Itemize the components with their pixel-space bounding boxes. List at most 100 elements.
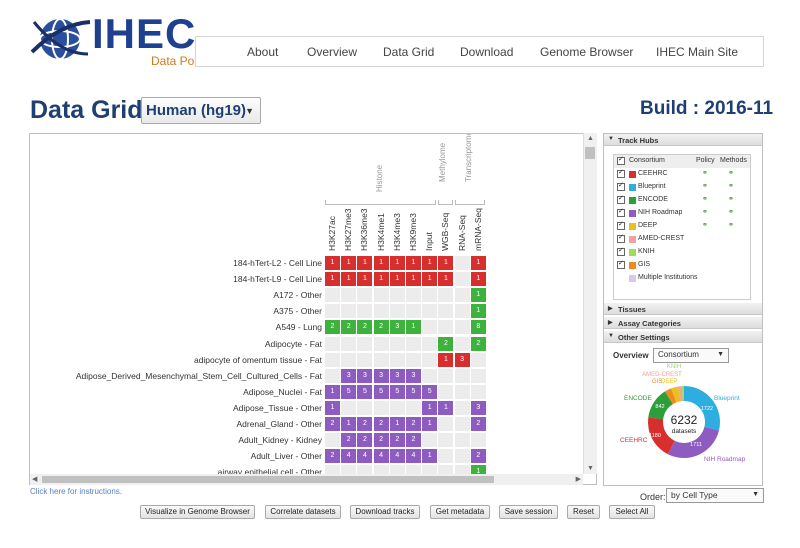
grid-cell[interactable] — [406, 400, 421, 415]
grid-cell[interactable]: 1 — [422, 449, 438, 464]
grid-cell[interactable]: 1 — [389, 417, 405, 431]
donut-segment[interactable] — [648, 417, 675, 455]
donut-segment[interactable] — [664, 388, 677, 405]
hub-checkbox[interactable] — [617, 181, 625, 191]
assay-column-label[interactable]: RNA-Seq — [456, 215, 467, 251]
methods-link-icon[interactable]: ⚭ — [728, 196, 734, 203]
grid-cell[interactable]: 2 — [341, 320, 357, 335]
grid-cell[interactable]: 1 — [422, 400, 438, 415]
hub-checkbox[interactable] — [617, 207, 625, 217]
track-hubs-header[interactable]: ▼ Track Hubs — [604, 134, 762, 146]
donut-segment[interactable] — [681, 386, 684, 402]
assay-column-label[interactable]: WGB-Seq — [440, 212, 451, 251]
grid-cell[interactable]: 2 — [373, 417, 389, 431]
scroll-up-icon[interactable]: ▲ — [587, 135, 594, 142]
grid-cell[interactable] — [422, 304, 438, 319]
grid-cell[interactable]: 2 — [325, 320, 340, 335]
grid-cell[interactable] — [341, 288, 357, 303]
grid-cell[interactable]: 1 — [406, 272, 421, 287]
hub-checkbox[interactable] — [617, 259, 625, 269]
grid-cell[interactable]: 3 — [470, 400, 486, 415]
grid-cell[interactable] — [341, 304, 357, 319]
grid-cell[interactable]: 1 — [341, 256, 357, 270]
grid-cell[interactable] — [470, 384, 486, 399]
assay-column-label[interactable]: H3K4me3 — [391, 213, 402, 251]
methods-link-icon[interactable]: ⚭ — [728, 170, 734, 177]
grid-cell[interactable]: 2 — [341, 433, 357, 448]
grid-cell[interactable] — [454, 433, 470, 448]
grid-cell[interactable] — [438, 433, 454, 448]
grid-cell[interactable] — [325, 288, 340, 303]
policy-link-icon[interactable]: ⚭ — [702, 209, 708, 216]
grid-cell[interactable] — [325, 368, 340, 383]
grid-cell[interactable] — [357, 304, 373, 319]
cell-type-label[interactable]: 184-hTert-L2 - Cell Line — [233, 258, 322, 268]
grid-cell[interactable]: 5 — [406, 384, 421, 399]
nav-about[interactable]: About — [247, 45, 279, 59]
horizontal-scroll-thumb[interactable] — [42, 476, 494, 483]
grid-cell[interactable] — [454, 288, 470, 303]
grid-cell[interactable] — [422, 336, 438, 351]
grid-cell[interactable] — [373, 352, 389, 367]
instructions-link[interactable]: Click here for instructions. — [30, 487, 123, 496]
grid-cell[interactable] — [438, 368, 454, 383]
cell-type-label[interactable]: Adult_Kidney - Kidney — [238, 435, 322, 446]
nav-download[interactable]: Download — [460, 45, 514, 59]
grid-cell[interactable]: 2 — [389, 433, 405, 448]
methods-link-icon[interactable]: ⚭ — [728, 222, 734, 229]
grid-cell[interactable]: 2 — [325, 417, 340, 431]
grid-cell[interactable]: 2 — [357, 417, 373, 431]
cell-type-label[interactable]: Adipose_Derived_Mesenchymal_Stem_Cell_Cu… — [75, 370, 322, 381]
reset-button[interactable]: Reset — [567, 505, 600, 519]
grid-cell[interactable]: 2 — [325, 449, 340, 464]
grid-cell[interactable] — [438, 288, 454, 303]
methods-link-icon[interactable]: ⚭ — [728, 183, 734, 190]
grid-cell[interactable] — [470, 352, 486, 367]
grid-cell[interactable]: 4 — [406, 449, 421, 464]
grid-cell[interactable] — [357, 400, 373, 415]
grid-cell[interactable] — [454, 400, 470, 415]
grid-cell[interactable]: 1 — [406, 320, 421, 335]
grid-cell[interactable]: 4 — [373, 449, 389, 464]
grid-cell[interactable]: 1 — [341, 417, 357, 431]
grid-cell[interactable] — [454, 256, 470, 270]
grid-cell[interactable]: 1 — [389, 272, 405, 287]
grid-cell[interactable] — [373, 288, 389, 303]
grid-cell[interactable]: 2 — [373, 433, 389, 448]
grid-cell[interactable] — [470, 433, 486, 448]
grid-cell[interactable] — [470, 368, 486, 383]
cell-type-label[interactable]: A172 - Other — [273, 290, 322, 301]
cell-type-label[interactable]: Adipocyte - Fat — [264, 338, 322, 349]
cell-type-label[interactable]: A549 - Lung — [275, 322, 322, 333]
grid-cell[interactable]: 3 — [389, 320, 405, 335]
grid-cell[interactable]: 1 — [325, 256, 340, 270]
assay-column-label[interactable]: H3K9me3 — [408, 213, 418, 251]
grid-cell[interactable] — [454, 336, 470, 351]
grid-cell[interactable]: 1 — [325, 400, 340, 415]
grid-cell[interactable]: 1 — [325, 384, 340, 399]
donut-segment[interactable] — [671, 386, 681, 403]
grid-cell[interactable]: 2 — [438, 336, 454, 351]
hub-checkbox[interactable] — [617, 220, 625, 230]
grid-cell[interactable]: 4 — [389, 449, 405, 464]
grid-cell[interactable]: 1 — [470, 272, 486, 287]
cell-type-label[interactable]: 184-hTert-L9 - Cell Line — [233, 274, 322, 285]
grid-cell[interactable]: 2 — [357, 320, 373, 335]
cell-type-label[interactable]: Adipose_Nuclei - Fat — [243, 386, 322, 397]
grid-cell[interactable]: 2 — [470, 449, 486, 464]
grid-cell[interactable]: 1 — [325, 272, 340, 287]
nav-ihec-main-site[interactable]: IHEC Main Site — [656, 45, 739, 59]
nav-data-grid[interactable]: Data Grid — [383, 45, 435, 59]
grid-cell[interactable] — [325, 336, 340, 351]
grid-cell[interactable]: 1 — [422, 256, 438, 270]
grid-cell[interactable] — [406, 352, 421, 367]
policy-link-icon[interactable]: ⚭ — [702, 222, 708, 229]
grid-cell[interactable]: 2 — [470, 336, 486, 351]
grid-cell[interactable] — [341, 352, 357, 367]
grid-cell[interactable] — [422, 352, 438, 367]
grid-cell[interactable] — [325, 433, 340, 448]
methods-link-icon[interactable]: ⚭ — [728, 209, 734, 216]
grid-cell[interactable] — [389, 336, 405, 351]
grid-cell[interactable]: 3 — [341, 368, 357, 383]
cell-type-label[interactable]: adipocyte of omentum tissue - Fat — [193, 354, 322, 365]
